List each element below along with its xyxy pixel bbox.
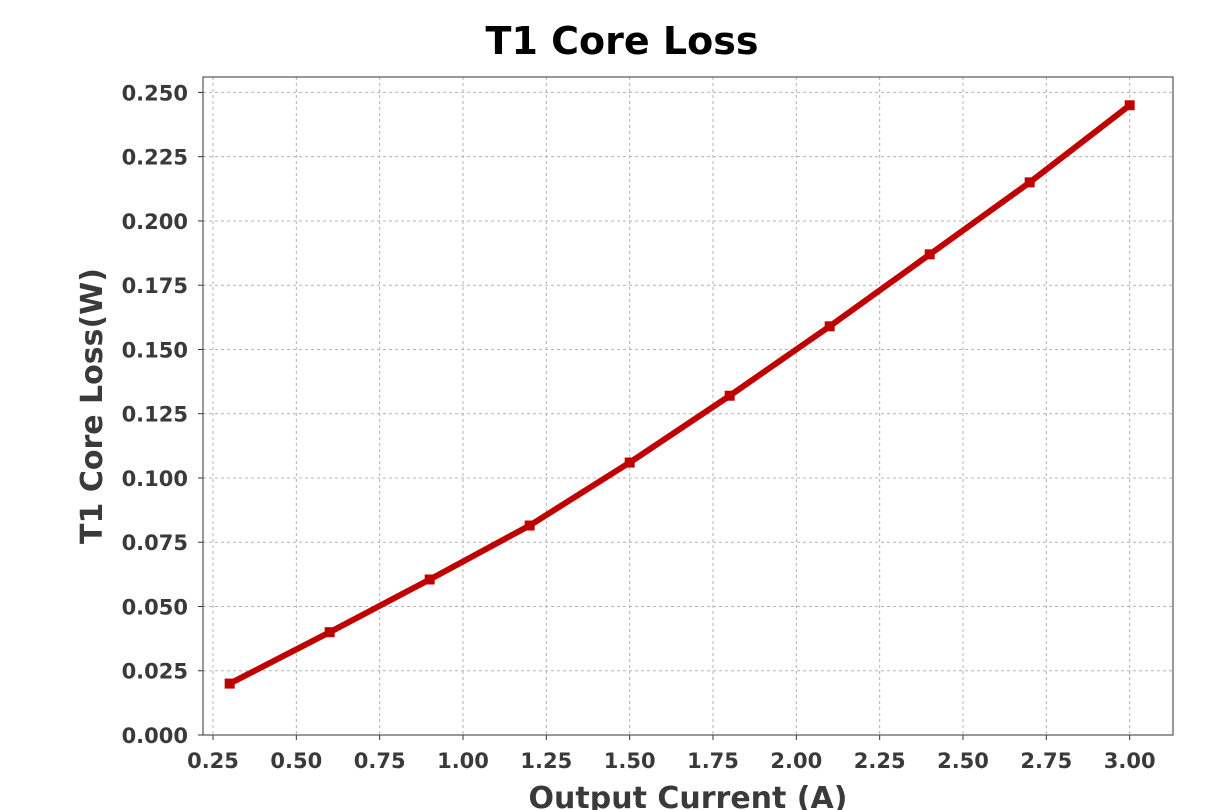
y-tick-label: 0.025 xyxy=(122,660,188,684)
y-tick-label: 0.200 xyxy=(122,210,188,234)
x-tick-label: 0.50 xyxy=(270,749,322,773)
data-point xyxy=(824,321,835,332)
data-point xyxy=(424,574,435,585)
y-tick-label: 0.000 xyxy=(122,724,188,748)
y-axis-label: T1 Core Loss(W) xyxy=(75,268,110,544)
x-tick-label: 2.25 xyxy=(854,749,906,773)
series-line xyxy=(226,102,1133,687)
plot-frame xyxy=(202,76,1174,736)
series xyxy=(224,100,1135,689)
y-tick-label: 0.100 xyxy=(122,467,188,491)
x-tick-label: 0.25 xyxy=(187,749,239,773)
x-tick-label: 3.00 xyxy=(1104,749,1156,773)
x-axis-label: Output Current (A) xyxy=(529,781,848,810)
x-tick-label: 1.25 xyxy=(520,749,572,773)
y-tick-label: 0.250 xyxy=(122,81,188,105)
x-tick-label: 2.00 xyxy=(770,749,822,773)
data-point xyxy=(224,678,235,689)
data-point xyxy=(924,249,935,260)
data-point xyxy=(324,627,335,638)
x-tick-label: 1.50 xyxy=(604,749,656,773)
data-point xyxy=(1124,100,1135,111)
y-tick-label: 0.225 xyxy=(122,146,188,170)
data-point xyxy=(724,390,735,401)
chart-title: T1 Core Loss xyxy=(486,19,759,63)
y-tick-label: 0.150 xyxy=(122,338,188,362)
data-point xyxy=(524,520,535,531)
y-tick-label: 0.125 xyxy=(122,403,188,427)
grid xyxy=(203,77,1173,736)
ticks: 0.25 0.50 0.75 1.00 1.25 1.50 1.75 2.00 2.25 2.50… xyxy=(122,81,1156,773)
y-tick-label: 0.050 xyxy=(122,595,188,619)
x-tick-label: 1.75 xyxy=(687,749,739,773)
x-tick-label: 2.75 xyxy=(1020,749,1072,773)
y-tick-label: 0.075 xyxy=(122,531,188,555)
x-tick-label: 2.50 xyxy=(937,749,989,773)
y-tick-label: 0.175 xyxy=(122,274,188,298)
data-point xyxy=(1024,177,1035,188)
data-point xyxy=(624,457,635,468)
x-tick-label: 1.00 xyxy=(437,749,489,773)
x-tick-label: 0.75 xyxy=(354,749,406,773)
